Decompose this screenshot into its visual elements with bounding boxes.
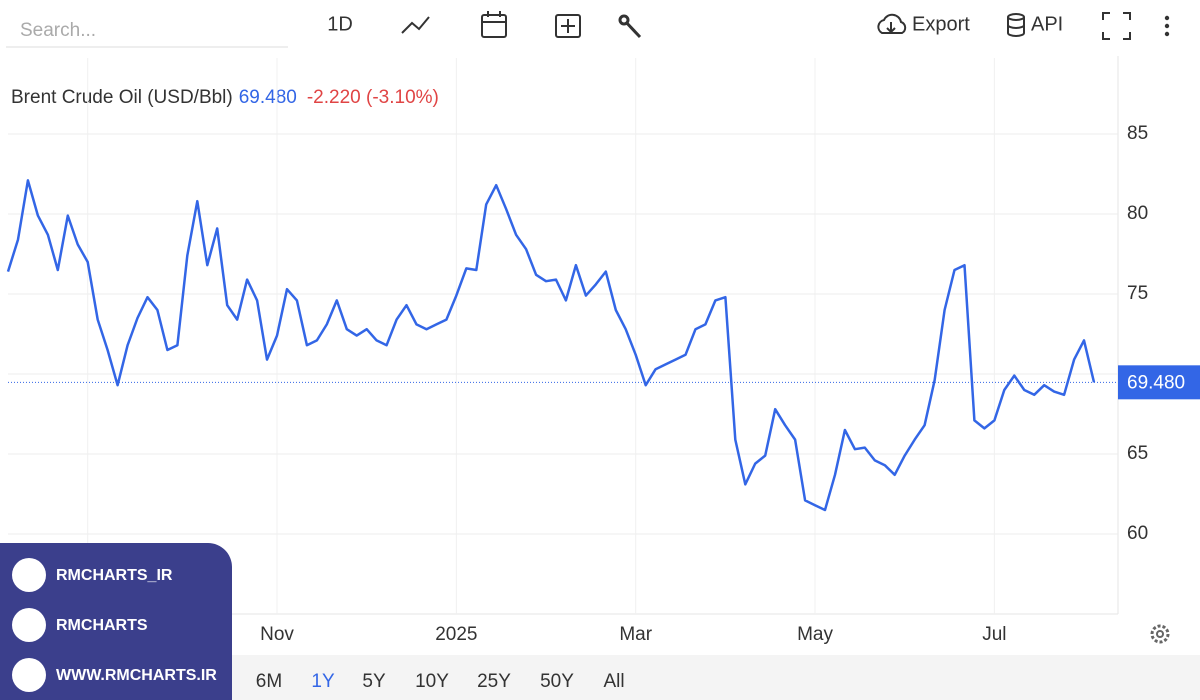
range-button[interactable]: 25Y (477, 671, 511, 692)
settings-tool-icon[interactable] (618, 14, 642, 39)
x-tick-label: Nov (260, 624, 294, 645)
fullscreen-icon[interactable] (1102, 12, 1131, 40)
y-tick-label: 65 (1127, 443, 1148, 464)
range-button[interactable]: 10Y (415, 671, 449, 692)
change: -2.220 (-3.10%) (307, 87, 439, 108)
range-button[interactable]: All (603, 671, 624, 692)
x-tick-label: Jul (982, 624, 1006, 645)
y-tick-label: 80 (1127, 203, 1148, 224)
last-price-box (1118, 365, 1200, 400)
watermark-icon (12, 558, 46, 592)
watermark-text: RMCHARTS_IR (56, 567, 173, 584)
interval-button[interactable]: 1D (327, 13, 353, 35)
x-tick-label: Mar (619, 624, 652, 645)
calendar-icon[interactable] (481, 11, 507, 38)
gear-icon[interactable] (1150, 624, 1170, 644)
export-icon[interactable] (877, 13, 907, 34)
chart-type-icon[interactable] (401, 16, 430, 34)
search-box[interactable] (6, 8, 288, 48)
x-tick-label: May (797, 624, 833, 645)
y-tick-label: 75 (1127, 283, 1148, 304)
watermark-list: RMCHARTS_IR RMCHARTS WWW.RMCHARTS.IR (12, 558, 217, 692)
watermark-text: RMCHARTS (56, 617, 148, 634)
api-button[interactable]: API (1031, 13, 1063, 35)
range-button[interactable]: 5Y (362, 671, 386, 692)
last-price-label: 69.480 (1127, 372, 1185, 393)
watermark-icon (12, 608, 46, 642)
y-tick-label: 85 (1127, 123, 1148, 144)
menu-icon[interactable] (1164, 15, 1170, 37)
price-line (6, 179, 1096, 512)
y-tick-label: 60 (1127, 523, 1148, 544)
search-placeholder[interactable]: Search... (20, 20, 96, 41)
price: 69.480 (239, 87, 297, 108)
plot-area: 606570758085SepNov2025MarMayJul69.480 (6, 58, 1200, 645)
chart-title: Brent Crude Oil (USD/Bbl) (11, 87, 233, 108)
watermark-icon (12, 658, 46, 692)
range-button[interactable]: 1Y (311, 671, 335, 692)
export-button[interactable]: Export (912, 13, 970, 35)
add-icon[interactable] (555, 14, 581, 38)
watermark-text: WWW.RMCHARTS.IR (56, 667, 217, 684)
range-button[interactable]: 50Y (540, 671, 574, 692)
x-tick-label: 2025 (435, 624, 477, 645)
api-icon[interactable] (1007, 13, 1025, 37)
range-button[interactable]: 6M (256, 671, 282, 692)
quote-header: Brent Crude Oil (USD/Bbl) 69.480 -2.220 (-… (11, 87, 439, 108)
watermark-panel (0, 543, 232, 700)
